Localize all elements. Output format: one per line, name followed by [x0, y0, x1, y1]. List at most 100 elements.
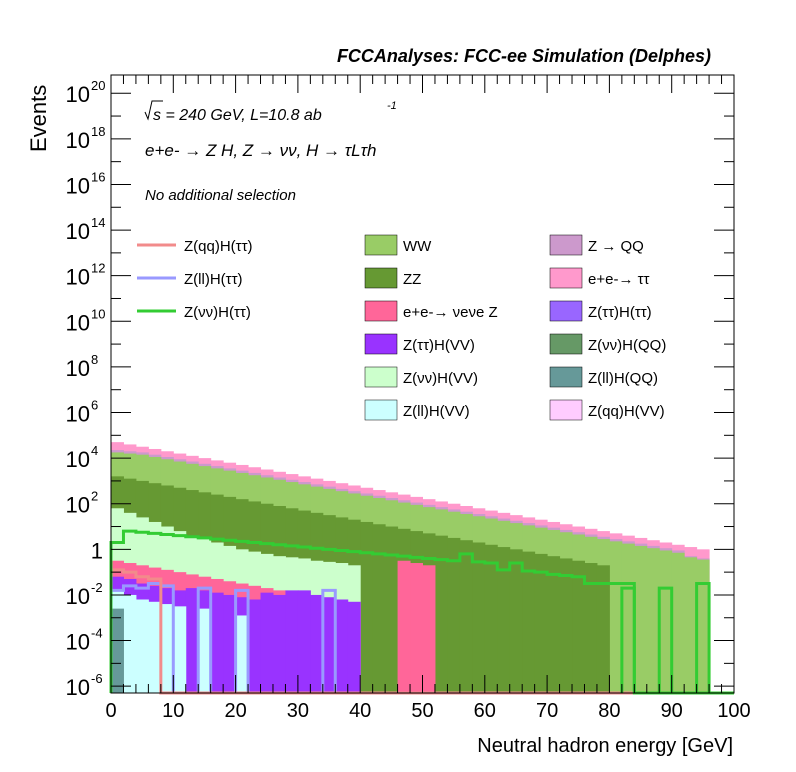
histogram-stack [111, 442, 710, 693]
x-tick-label: 90 [661, 700, 683, 722]
energy-annotation: s = 240 GeV, L=10.8 ab -1 [144, 100, 397, 124]
y-tick-exponent: 10 [91, 306, 105, 321]
x-tick-label: 30 [287, 700, 309, 722]
y-tick-label: 10 [66, 173, 90, 198]
bar-Z_ll_H_QQ-0 [111, 608, 124, 693]
chart-title: FCCAnalyses: FCC-ee Simulation (Delphes) [337, 46, 711, 66]
y-tick-label: 10 [66, 402, 90, 427]
y-tick-exponent: 12 [91, 261, 105, 276]
bar-WW-46 [684, 557, 698, 693]
x-axis-label: Neutral hadron energy [GeV] [477, 735, 733, 757]
bar-Z_ll_H_VV-3 [148, 601, 162, 693]
bar-Z_ll_H_VV-10 [235, 615, 249, 693]
bar-WW-42 [634, 545, 648, 693]
legend-fill-swatch [549, 234, 583, 256]
legend-label: Z(ll)H(VV) [403, 403, 470, 420]
legend-label: WW [403, 238, 432, 255]
line-Z_vv_H_tautau-tail-5 [695, 582, 711, 693]
y-tick-label: 10 [66, 265, 90, 290]
bar-ZZ-30 [484, 544, 498, 693]
line-Z_vv_H_tautau-tail-1 [620, 586, 636, 693]
y-tick-label: 10 [66, 493, 90, 518]
legend-fill-swatch [549, 366, 583, 388]
y-tick-label: 10 [66, 675, 90, 700]
legend-label: Z(qq)H(ττ) [184, 238, 253, 255]
y-tick-exponent: -2 [91, 580, 103, 595]
y-tick-exponent: 14 [91, 215, 105, 230]
bar-Z_tautau_H_VV-19 [347, 601, 361, 693]
line-Z_vv_H_tautau [109, 529, 734, 695]
bar-Z_tautau_H_VV-17 [322, 597, 336, 693]
bar-ee_vv_Z-25 [422, 565, 436, 693]
legend-fill-swatch [549, 300, 583, 322]
y-tick-label: 1 [91, 538, 103, 563]
legend-label: Z(qq)H(VV) [588, 403, 665, 420]
bar-ZZ-26 [434, 535, 448, 693]
bar-ZZ-22 [385, 526, 399, 693]
legend-label: ZZ [403, 271, 421, 288]
bar-Z_tautau_H_VV-16 [310, 594, 324, 693]
y-tick-label: 10 [66, 82, 90, 107]
legend-fill-swatch [364, 399, 398, 421]
x-tick-label: 40 [349, 700, 371, 722]
legend-fill-swatch [364, 333, 398, 355]
x-tick-label: 20 [224, 700, 246, 722]
y-tick-label: 10 [66, 584, 90, 609]
lumi-exponent: -1 [387, 100, 397, 112]
y-tick-exponent: -4 [91, 626, 103, 641]
bar-ZZ-20 [360, 521, 374, 693]
x-tick-label: 50 [411, 700, 433, 722]
legend-label: Z(ll)H(ττ) [184, 271, 243, 288]
bar-Z_ll_H_VV-2 [135, 599, 149, 693]
y-tick-exponent: -6 [91, 671, 103, 686]
process-annotation: e+e- → Z H, Z → νν, H → τLτh [145, 141, 376, 160]
y-tick-exponent: 2 [91, 489, 98, 504]
legend-label: e+e-→ ττ [588, 271, 650, 288]
x-tick-label: 10 [162, 700, 184, 722]
legend-fill-swatch [364, 267, 398, 289]
legend-fill-swatch [549, 333, 583, 355]
x-tick-label: 60 [474, 700, 496, 722]
legend-label: Z → QQ [588, 238, 644, 255]
bar-ZZ-29 [472, 542, 486, 693]
bar-ZZ-32 [509, 549, 523, 693]
y-tick-label: 10 [66, 310, 90, 335]
legend-fill-swatch [364, 300, 398, 322]
legend-fill-swatch [549, 267, 583, 289]
legend-label: e+e-→ νeνe Z [403, 304, 498, 321]
bar-WW-45 [671, 552, 685, 693]
bar-WW-41 [621, 543, 635, 693]
bar-ZZ-34 [534, 553, 548, 693]
selection-annotation: No additional selection [145, 187, 296, 204]
bar-Z_tautau_H_VV-15 [297, 590, 311, 693]
legend-label: Z(νν)H(ττ) [184, 304, 251, 321]
bar-Z_tautau_H_VV-8 [210, 592, 224, 693]
bar-WW-47 [696, 559, 710, 693]
bar-Z_tautau_H_VV-14 [285, 590, 299, 693]
y-tick-label: 10 [66, 219, 90, 244]
legend-fill-swatch [364, 234, 398, 256]
x-tick-label: 70 [536, 700, 558, 722]
bar-ZZ-21 [372, 524, 386, 693]
bar-Z_ll_H_VV-5 [173, 606, 187, 693]
bar-Z_tautau_H_VV-13 [272, 594, 286, 693]
line-Z_vv_H_tautau-tail-3 [657, 586, 674, 693]
bar-ZZ-39 [596, 565, 610, 693]
y-tick-exponent: 18 [91, 124, 105, 139]
y-tick-exponent: 6 [91, 398, 98, 413]
bar-ZZ-37 [572, 560, 585, 693]
legend-label: Z(ττ)H(VV) [403, 337, 475, 354]
y-tick-label: 10 [66, 128, 90, 153]
y-tick-label: 10 [66, 356, 90, 381]
legend: Z(qq)H(ττ) Z(ll)H(ττ) Z(νν)H(ττ) WW ZZ e+e-→ … [137, 234, 666, 421]
bar-WW-44 [659, 550, 673, 693]
energy-lumi-text: s = 240 GeV, L=10.8 ab [153, 107, 322, 124]
legend-label: Z(ττ)H(ττ) [588, 304, 652, 321]
y-tick-label: 10 [66, 630, 90, 655]
bar-Z_tautau_H_VV-9 [223, 594, 237, 693]
x-tick-label: 0 [105, 700, 116, 722]
bar-WW-40 [609, 541, 623, 693]
bar-Z_ll_H_VV-1 [123, 594, 137, 693]
bar-Z_ll_H_VV-7 [198, 608, 212, 693]
